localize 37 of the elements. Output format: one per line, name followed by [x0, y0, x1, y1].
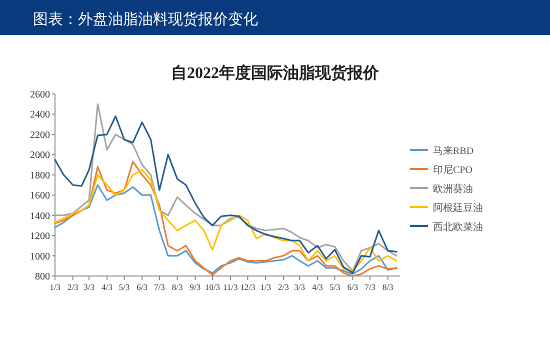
- x-tick-label: 10/3: [204, 282, 220, 292]
- chart-subtitle: 自2022年度国际油脂现货报价: [171, 63, 380, 82]
- y-tick-label: 2000: [30, 150, 50, 162]
- x-tick-label: 8/3: [382, 282, 394, 292]
- y-tick-label: 2600: [30, 90, 50, 100]
- legend-label: 马来RBD: [433, 145, 474, 157]
- x-tick-label: 11/3: [222, 282, 238, 292]
- y-tick-label: 1000: [30, 251, 50, 262]
- x-tick-label: 4/3: [101, 282, 112, 292]
- x-tick-label: 1/3: [50, 282, 60, 292]
- x-tick-label: 5/3: [329, 282, 340, 292]
- x-tick-label: 3/3: [294, 282, 306, 292]
- y-tick-label: 1600: [30, 190, 50, 202]
- legend-label: 西北欧菜油: [433, 221, 483, 233]
- x-tick-label: 8/3: [172, 282, 183, 292]
- legend-label: 欧洲葵油: [433, 183, 473, 195]
- x-tick-label: 3/3: [84, 282, 94, 292]
- x-tick-label: 5/3: [118, 282, 130, 292]
- y-tick-label: 2400: [30, 110, 50, 121]
- legend-label: 阿根廷豆油: [433, 202, 483, 214]
- y-tick-label: 2200: [30, 130, 50, 141]
- x-tick-label: 2/3: [278, 282, 289, 292]
- y-tick-label: 1800: [30, 170, 50, 182]
- x-tick-label: 7/3: [364, 282, 376, 292]
- x-tick-label: 2/3: [67, 282, 78, 292]
- y-tick-label: 1200: [30, 231, 50, 242]
- y-tick-label: 1400: [30, 210, 50, 222]
- x-tick-label: 6/3: [136, 282, 148, 292]
- chart-title: 图表：外盘油脂油料现货报价变化: [33, 10, 258, 28]
- x-tick-label: 12/3: [240, 282, 256, 292]
- y-tick-label: 800: [35, 272, 50, 282]
- x-tick-label: 7/3: [154, 282, 165, 292]
- x-tick-label: 4/3: [312, 282, 323, 292]
- x-tick-label: 6/3: [347, 282, 358, 292]
- legend-label: 印尼CPO: [433, 164, 472, 176]
- x-tick-label: 9/3: [190, 282, 201, 292]
- x-tick-label: 1/3: [260, 282, 272, 292]
